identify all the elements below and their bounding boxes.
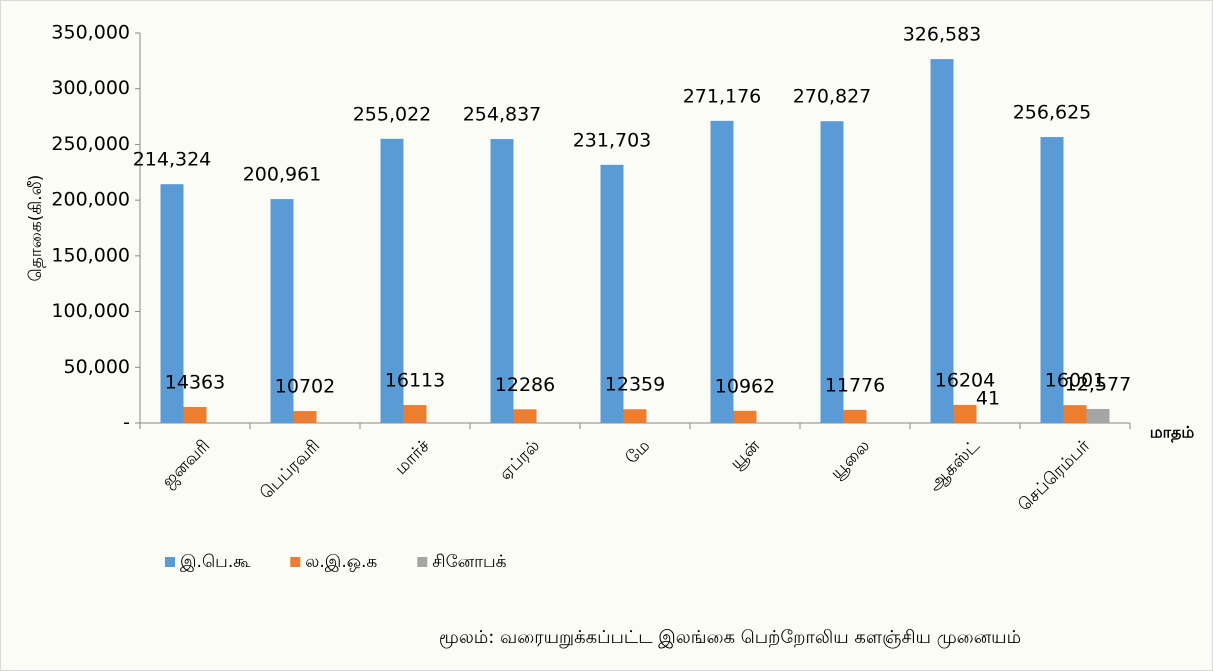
y-tick-label: 250,000 xyxy=(51,133,130,155)
y-tick-label: 150,000 xyxy=(51,244,130,266)
bar xyxy=(1040,137,1064,423)
bar xyxy=(380,138,404,423)
bar xyxy=(1063,405,1087,423)
y-tick-label: 100,000 xyxy=(51,300,130,322)
bar xyxy=(843,409,867,423)
bar xyxy=(710,120,734,423)
bar xyxy=(1086,408,1110,423)
legend-swatch xyxy=(290,557,301,567)
y-tick-label: 200,000 xyxy=(51,189,130,211)
data-label: 254,837 xyxy=(463,104,542,126)
data-label: 200,961 xyxy=(243,164,322,186)
data-label: 231,703 xyxy=(573,129,652,151)
x-tick-label: செப்ரெம்பர் xyxy=(1014,436,1094,516)
y-tick-label: 50,000 xyxy=(64,356,130,378)
data-label: 270,827 xyxy=(793,86,872,108)
bar xyxy=(160,184,184,423)
bar xyxy=(930,59,954,423)
x-axis-label: மாதம் xyxy=(1150,423,1195,443)
data-label: 14363 xyxy=(165,371,225,393)
legend-swatch xyxy=(417,557,428,567)
y-axis-label: தொகை(கி.லீ) xyxy=(26,175,46,282)
data-label: 12286 xyxy=(495,374,555,396)
source-note: மூலம்: வரையறுக்கப்பட்ட இலங்கை பெற்றோலிய … xyxy=(439,627,1021,648)
data-label: 326,583 xyxy=(903,24,982,46)
data-label: 271,176 xyxy=(683,85,762,107)
data-label: 214,324 xyxy=(133,149,212,171)
x-tick-label: யூன் xyxy=(726,436,764,474)
data-label: 12,577 xyxy=(1065,373,1131,395)
data-label: 10962 xyxy=(715,375,775,397)
bar xyxy=(270,199,294,423)
x-tick-label: பெப்ரவரி xyxy=(256,436,324,504)
legend-label: சினோபக் xyxy=(432,552,506,572)
y-tick-label: - xyxy=(123,412,130,434)
bar xyxy=(403,405,427,423)
bar xyxy=(623,409,647,423)
bar xyxy=(293,411,317,423)
legend-swatch xyxy=(165,557,175,567)
x-tick-label: ஏப்ரல் xyxy=(495,436,544,485)
bar xyxy=(953,404,977,423)
data-label: 16204 xyxy=(935,369,995,391)
data-label: 16001 xyxy=(1045,370,1105,392)
x-tick-label: மே xyxy=(622,436,654,468)
y-tick-label: 300,000 xyxy=(51,77,130,99)
data-label: 10702 xyxy=(275,376,335,398)
data-label: 16113 xyxy=(385,370,445,392)
x-tick-label: ஜனவரி xyxy=(158,436,215,493)
bar xyxy=(600,164,624,423)
bar xyxy=(183,406,207,423)
y-tick-label: 350,000 xyxy=(51,22,130,44)
legend-label: இ.பெ.கூ xyxy=(180,552,250,572)
legend-label: ல.இ.ஒ.க xyxy=(305,552,377,572)
data-label: 41 xyxy=(976,387,1000,409)
x-tick-label: யூலை xyxy=(827,436,874,483)
bar xyxy=(513,409,537,423)
data-label: 255,022 xyxy=(353,103,432,125)
bar xyxy=(733,410,757,423)
bar xyxy=(490,139,514,424)
bar xyxy=(820,121,844,423)
data-label: 12359 xyxy=(605,374,665,396)
data-label: 11776 xyxy=(825,374,885,396)
x-tick-label: மார்ச் xyxy=(391,436,434,479)
data-label: 256,625 xyxy=(1013,102,1092,124)
x-tick-label: ஆகஸ்ட் xyxy=(925,436,985,496)
